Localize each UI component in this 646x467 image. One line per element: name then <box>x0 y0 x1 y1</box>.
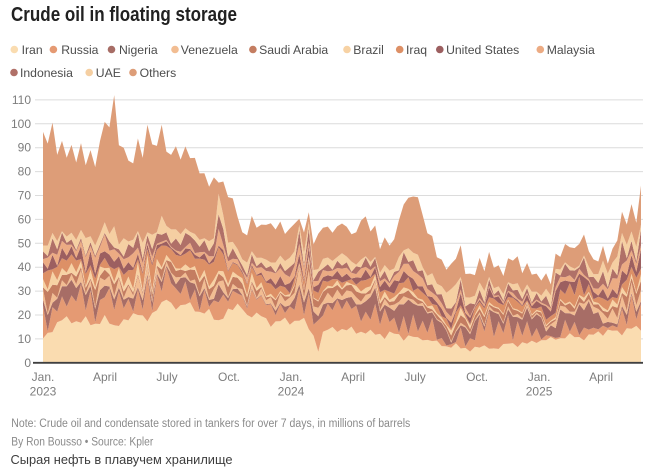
svg-text:July: July <box>156 370 177 384</box>
svg-text:20: 20 <box>18 308 32 322</box>
svg-text:Jan.: Jan. <box>280 370 303 384</box>
svg-text:Iran: Iran <box>22 43 43 57</box>
svg-text:Venezuela: Venezuela <box>181 43 238 57</box>
svg-text:UAE: UAE <box>96 66 121 80</box>
svg-text:Nigeria: Nigeria <box>119 43 158 57</box>
svg-text:April: April <box>93 370 117 384</box>
svg-text:30: 30 <box>18 284 32 298</box>
svg-text:100: 100 <box>11 117 31 131</box>
svg-text:Jan.: Jan. <box>32 370 55 384</box>
svg-text:2023: 2023 <box>30 385 57 399</box>
svg-text:60: 60 <box>18 212 32 226</box>
svg-text:0: 0 <box>24 356 31 370</box>
svg-text:40: 40 <box>18 260 32 274</box>
svg-text:10: 10 <box>18 332 32 346</box>
svg-text:Malaysia: Malaysia <box>547 43 595 57</box>
svg-text:Saudi Arabia: Saudi Arabia <box>259 43 328 57</box>
svg-text:70: 70 <box>18 189 32 203</box>
svg-text:80: 80 <box>18 165 32 179</box>
svg-text:2025: 2025 <box>526 385 553 399</box>
svg-text:April: April <box>341 370 365 384</box>
svg-text:Note: Crude oil and condensate: Note: Crude oil and condensate stored in… <box>11 418 410 430</box>
svg-text:July: July <box>404 370 425 384</box>
svg-text:Russia: Russia <box>61 43 98 57</box>
svg-text:April: April <box>589 370 613 384</box>
svg-text:Oct.: Oct. <box>466 370 488 384</box>
svg-text:Сырая нефть в плавучем хранили: Сырая нефть в плавучем хранилище <box>11 452 233 467</box>
svg-text:By Ron Bousso • Source: Kpler: By Ron Bousso • Source: Kpler <box>11 437 153 449</box>
svg-text:United States: United States <box>446 43 519 57</box>
svg-text:Iraq: Iraq <box>406 43 427 57</box>
svg-text:Brazil: Brazil <box>353 43 383 57</box>
svg-text:Others: Others <box>140 66 177 80</box>
svg-text:90: 90 <box>18 141 32 155</box>
svg-text:2024: 2024 <box>278 385 305 399</box>
svg-text:Oct.: Oct. <box>218 370 240 384</box>
svg-text:50: 50 <box>18 236 32 250</box>
svg-text:Jan.: Jan. <box>528 370 551 384</box>
svg-text:Indonesia: Indonesia <box>20 66 73 80</box>
svg-text:110: 110 <box>12 93 31 107</box>
svg-text:Crude oil in floating storage: Crude oil in floating storage <box>11 4 237 26</box>
